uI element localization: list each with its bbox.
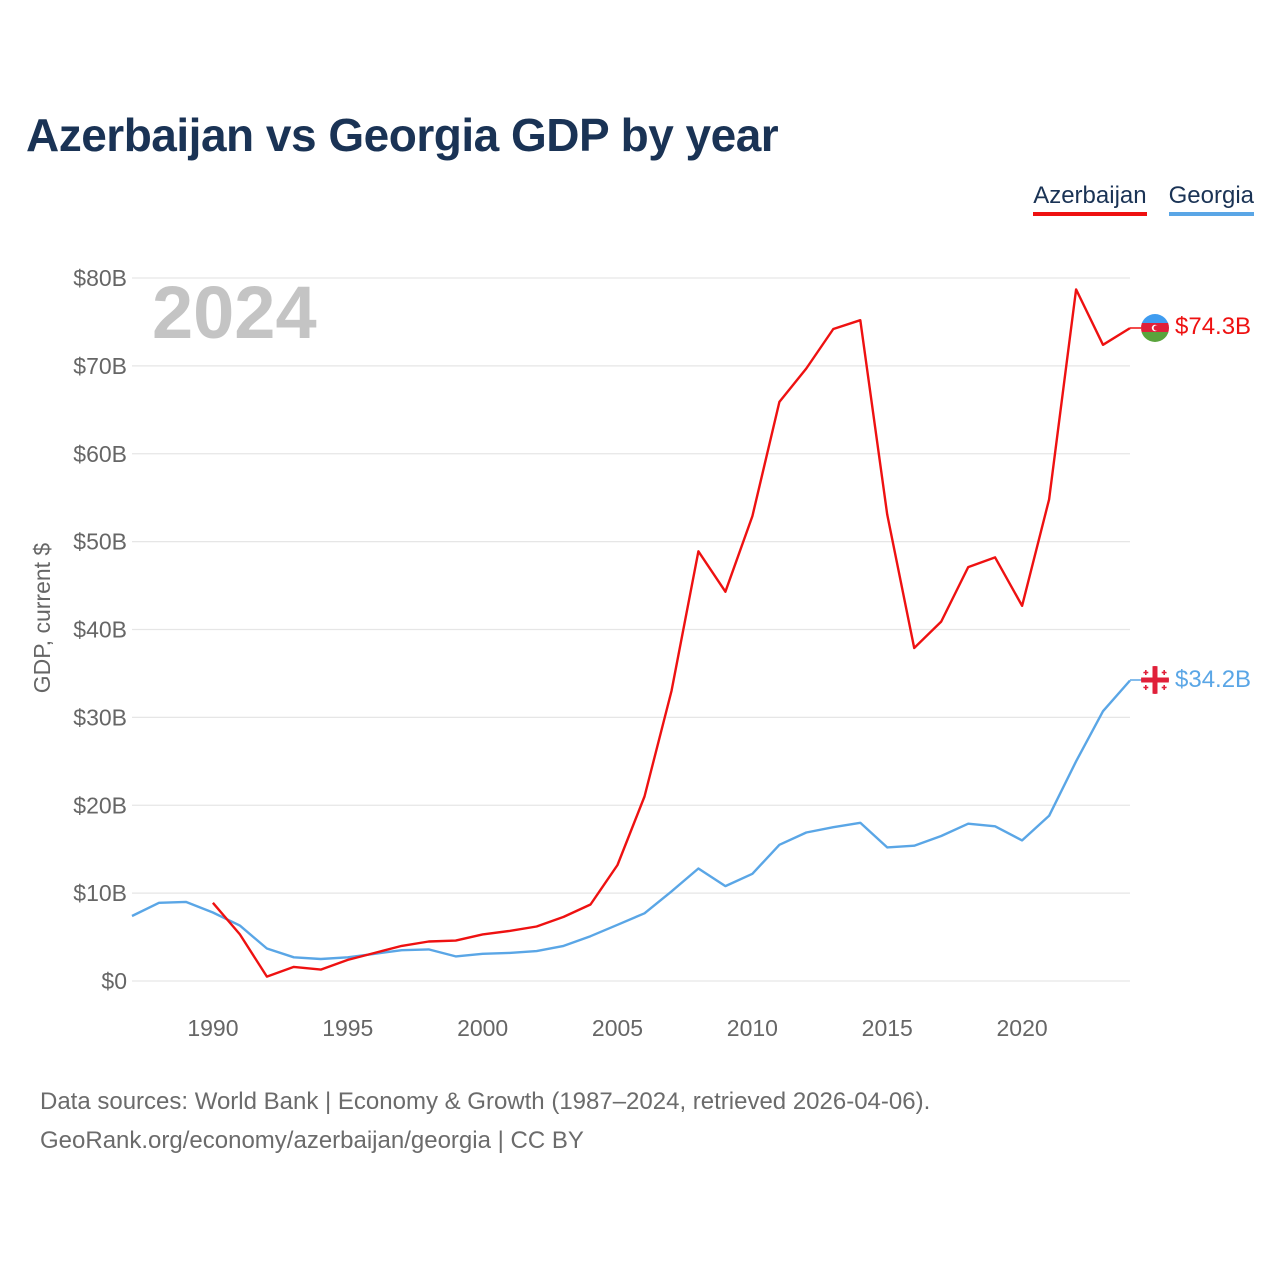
azerbaijan-flag-icon bbox=[1141, 314, 1169, 342]
x-tick-label: 1990 bbox=[187, 1015, 238, 1041]
y-tick-label: $10B bbox=[73, 880, 127, 906]
georgia-end-value: $34.2B bbox=[1175, 666, 1251, 693]
x-tick-label: 2000 bbox=[457, 1015, 508, 1041]
y-tick-label: $20B bbox=[73, 792, 127, 818]
x-axis-ticks: 1990 1995 2000 2005 2010 2015 2020 bbox=[187, 1015, 1047, 1041]
x-tick-label: 1995 bbox=[322, 1015, 373, 1041]
x-tick-label: 2020 bbox=[997, 1015, 1048, 1041]
footer: Data sources: World Bank | Economy & Gro… bbox=[40, 1082, 930, 1160]
chart-title: Azerbaijan vs Georgia GDP by year bbox=[26, 109, 779, 161]
x-tick-label: 2015 bbox=[862, 1015, 913, 1041]
legend-item-azerbaijan[interactable]: Azerbaijan bbox=[1033, 182, 1147, 216]
legend-item-georgia[interactable]: Georgia bbox=[1168, 182, 1254, 216]
x-tick-label: 2010 bbox=[727, 1015, 778, 1041]
series-lines bbox=[131, 288, 1131, 978]
y-axis-ticks: $0 $10B $20B $30B $40B $50B $60B $70B $80B bbox=[73, 265, 127, 994]
attribution-link[interactable]: GeoRank.org/economy/azerbaijan/georgia |… bbox=[40, 1127, 584, 1154]
y-tick-label: $70B bbox=[73, 353, 127, 379]
y-tick-label: $0 bbox=[101, 968, 127, 994]
year-watermark: 2024 bbox=[152, 271, 317, 354]
y-tick-label: $80B bbox=[73, 265, 127, 291]
georgia-end-marker: $34.2B bbox=[1130, 666, 1251, 694]
azerbaijan-end-value: $74.3B bbox=[1175, 313, 1251, 340]
azerbaijan-end-marker: $74.3B bbox=[1130, 313, 1251, 342]
georgia-flag-icon bbox=[1141, 666, 1169, 694]
series-line-azerbaijan[interactable] bbox=[211, 288, 1131, 978]
grid-lines bbox=[132, 277, 1130, 982]
series-line-georgia[interactable] bbox=[131, 679, 1131, 961]
legend: Azerbaijan Georgia bbox=[1033, 182, 1254, 216]
y-tick-label: $60B bbox=[73, 441, 127, 467]
x-tick-label: 2005 bbox=[592, 1015, 643, 1041]
y-axis-label: GDP, current $ bbox=[29, 543, 55, 694]
data-sources-text: Data sources: World Bank | Economy & Gro… bbox=[40, 1088, 931, 1115]
y-tick-label: $40B bbox=[73, 617, 127, 643]
y-tick-label: $30B bbox=[73, 704, 127, 730]
y-tick-label: $50B bbox=[73, 529, 127, 555]
